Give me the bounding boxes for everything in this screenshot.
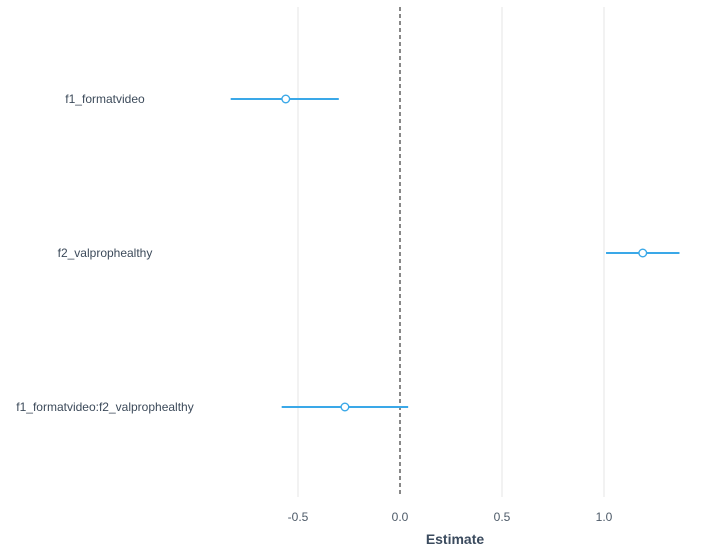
estimate-point xyxy=(340,402,350,412)
labels-layer: -0.5 0.0 0.5 1.0 f1_formatvideo f2_valprophea… xyxy=(16,92,612,524)
marks-layer xyxy=(230,94,680,412)
x-tick-label: 0.5 xyxy=(494,510,511,524)
grid-layer xyxy=(297,7,605,497)
term-label: f1_formatvideo:f2_valprophealthy xyxy=(16,400,193,414)
estimate-point xyxy=(638,248,648,258)
term-label: f1_formatvideo xyxy=(65,92,145,106)
x-tick-label: 0.0 xyxy=(392,510,409,524)
term-label: f2_valprophealthy xyxy=(58,246,153,260)
x-tick-label: -0.5 xyxy=(288,510,309,524)
x-tick-label: 1.0 xyxy=(596,510,613,524)
estimate-point xyxy=(281,94,291,104)
x-axis-title: Estimate xyxy=(426,531,485,547)
